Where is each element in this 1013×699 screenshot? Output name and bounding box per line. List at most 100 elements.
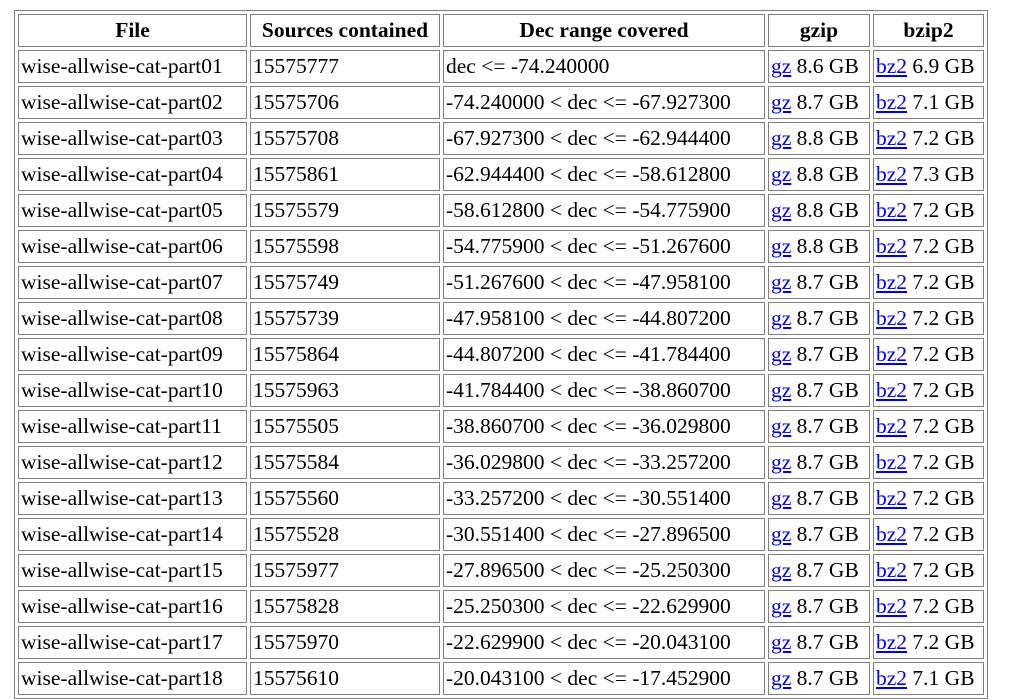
- bz2-download-link[interactable]: bz2: [876, 414, 908, 438]
- dec-range-cell-text: -62.944400 < dec <= -58.612800: [446, 162, 731, 186]
- bz2-download-link[interactable]: bz2: [876, 666, 908, 690]
- bz2-download-link[interactable]: bz2: [876, 342, 908, 366]
- sources-cell-text: 15575610: [253, 666, 339, 690]
- sources-cell-text: 15575528: [253, 522, 339, 546]
- sources-cell-text: 15575584: [253, 450, 339, 474]
- gzip-cell: gz 8.7 GB: [768, 86, 870, 119]
- gz-download-link[interactable]: gz: [771, 630, 792, 654]
- gz-download-link[interactable]: gz: [771, 126, 792, 150]
- bz2-download-link[interactable]: bz2: [876, 306, 908, 330]
- gz-download-link[interactable]: gz: [771, 90, 792, 114]
- header-sources: Sources contained: [250, 14, 440, 47]
- gz-download-link[interactable]: gz: [771, 234, 792, 258]
- dec-range-cell-text: -51.267600 < dec <= -47.958100: [446, 270, 731, 294]
- bzip2-size: 6.9 GB: [907, 54, 975, 78]
- dec-range-cell: -51.267600 < dec <= -47.958100: [443, 266, 765, 299]
- gzip-size: 8.7 GB: [791, 414, 859, 438]
- bzip2-cell: bz2 7.2 GB: [873, 266, 984, 299]
- gzip-size: 8.7 GB: [791, 342, 859, 366]
- table-row: wise-allwise-cat-part13 15575560 -33.25720…: [18, 482, 984, 515]
- sources-cell: 15575970: [250, 626, 440, 659]
- file-cell-text: wise-allwise-cat-part05: [21, 198, 223, 222]
- file-cell-text: wise-allwise-cat-part07: [21, 270, 223, 294]
- file-cell: wise-allwise-cat-part15: [18, 554, 247, 587]
- bz2-download-link[interactable]: bz2: [876, 486, 908, 510]
- gz-download-link[interactable]: gz: [771, 594, 792, 618]
- gzip-size: 8.7 GB: [791, 306, 859, 330]
- sources-cell-text: 15575977: [253, 558, 339, 582]
- table-row: wise-allwise-cat-part15 15575977 -27.89650…: [18, 554, 984, 587]
- bzip2-cell: bz2 7.2 GB: [873, 194, 984, 227]
- bzip2-size: 7.2 GB: [907, 486, 975, 510]
- bz2-download-link[interactable]: bz2: [876, 270, 908, 294]
- dec-range-cell-text: -44.807200 < dec <= -41.784400: [446, 342, 731, 366]
- gz-download-link[interactable]: gz: [771, 270, 792, 294]
- file-cell-text: wise-allwise-cat-part08: [21, 306, 223, 330]
- gzip-cell: gz 8.7 GB: [768, 554, 870, 587]
- dec-range-cell-text: -36.029800 < dec <= -33.257200: [446, 450, 731, 474]
- gz-download-link[interactable]: gz: [771, 558, 792, 582]
- header-row: File Sources contained Dec range covered…: [18, 14, 984, 47]
- gzip-size: 8.6 GB: [791, 54, 859, 78]
- table-row: wise-allwise-cat-part05 15575579 -58.61280…: [18, 194, 984, 227]
- gz-download-link[interactable]: gz: [771, 198, 792, 222]
- bz2-download-link[interactable]: bz2: [876, 234, 908, 258]
- bz2-download-link[interactable]: bz2: [876, 522, 908, 546]
- dec-range-cell: dec <= -74.240000: [443, 50, 765, 83]
- bz2-download-link[interactable]: bz2: [876, 594, 908, 618]
- gz-download-link[interactable]: gz: [771, 414, 792, 438]
- bz2-download-link[interactable]: bz2: [876, 630, 908, 654]
- file-cell-text: wise-allwise-cat-part02: [21, 90, 223, 114]
- gzip-size: 8.7 GB: [791, 486, 859, 510]
- gzip-size: 8.7 GB: [791, 666, 859, 690]
- dec-range-cell: -33.257200 < dec <= -30.551400: [443, 482, 765, 515]
- file-cell: wise-allwise-cat-part16: [18, 590, 247, 623]
- dec-range-cell-text: -27.896500 < dec <= -25.250300: [446, 558, 731, 582]
- bz2-download-link[interactable]: bz2: [876, 54, 908, 78]
- file-cell: wise-allwise-cat-part09: [18, 338, 247, 371]
- gz-download-link[interactable]: gz: [771, 306, 792, 330]
- dec-range-cell: -67.927300 < dec <= -62.944400: [443, 122, 765, 155]
- bz2-download-link[interactable]: bz2: [876, 558, 908, 582]
- gz-download-link[interactable]: gz: [771, 486, 792, 510]
- gzip-cell: gz 8.7 GB: [768, 338, 870, 371]
- gzip-cell: gz 8.7 GB: [768, 302, 870, 335]
- file-cell: wise-allwise-cat-part10: [18, 374, 247, 407]
- file-cell: wise-allwise-cat-part11: [18, 410, 247, 443]
- table-row: wise-allwise-cat-part11 15575505 -38.86070…: [18, 410, 984, 443]
- bzip2-size: 7.2 GB: [907, 198, 975, 222]
- file-cell-text: wise-allwise-cat-part12: [21, 450, 223, 474]
- gz-download-link[interactable]: gz: [771, 342, 792, 366]
- file-cell: wise-allwise-cat-part02: [18, 86, 247, 119]
- gz-download-link[interactable]: gz: [771, 378, 792, 402]
- bz2-download-link[interactable]: bz2: [876, 162, 908, 186]
- bzip2-size: 7.1 GB: [907, 666, 975, 690]
- dec-range-cell: -30.551400 < dec <= -27.896500: [443, 518, 765, 551]
- sources-cell-text: 15575739: [253, 306, 339, 330]
- sources-cell: 15575706: [250, 86, 440, 119]
- file-cell-text: wise-allwise-cat-part14: [21, 522, 223, 546]
- bz2-download-link[interactable]: bz2: [876, 90, 908, 114]
- dec-range-cell: -20.043100 < dec <= -17.452900: [443, 662, 765, 695]
- sources-cell-text: 15575828: [253, 594, 339, 618]
- gz-download-link[interactable]: gz: [771, 54, 792, 78]
- dec-range-cell: -62.944400 < dec <= -58.612800: [443, 158, 765, 191]
- header-dec-range: Dec range covered: [443, 14, 765, 47]
- file-cell-text: wise-allwise-cat-part13: [21, 486, 223, 510]
- bz2-download-link[interactable]: bz2: [876, 378, 908, 402]
- gz-download-link[interactable]: gz: [771, 162, 792, 186]
- gzip-cell: gz 8.7 GB: [768, 626, 870, 659]
- bz2-download-link[interactable]: bz2: [876, 198, 908, 222]
- table-row: wise-allwise-cat-part16 15575828 -25.25030…: [18, 590, 984, 623]
- bzip2-cell: bz2 7.1 GB: [873, 662, 984, 695]
- gzip-cell: gz 8.8 GB: [768, 230, 870, 263]
- table-row: wise-allwise-cat-part18 15575610 -20.04310…: [18, 662, 984, 695]
- bz2-download-link[interactable]: bz2: [876, 450, 908, 474]
- dec-range-cell: -54.775900 < dec <= -51.267600: [443, 230, 765, 263]
- gzip-cell: gz 8.7 GB: [768, 266, 870, 299]
- gz-download-link[interactable]: gz: [771, 522, 792, 546]
- catalog-table: File Sources contained Dec range covered…: [14, 10, 988, 699]
- bz2-download-link[interactable]: bz2: [876, 126, 908, 150]
- gz-download-link[interactable]: gz: [771, 450, 792, 474]
- gz-download-link[interactable]: gz: [771, 666, 792, 690]
